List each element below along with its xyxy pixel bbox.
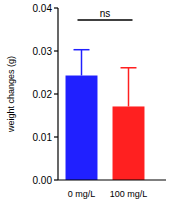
bar: [113, 106, 145, 180]
y-tick: [54, 7, 58, 8]
y-tick: [54, 179, 58, 180]
y-axis-label: weight changes (g): [6, 56, 16, 133]
y-tick-label: 0.03: [33, 46, 53, 57]
error-line: [128, 68, 130, 107]
x-axis: [58, 179, 166, 180]
error-cap: [74, 49, 90, 51]
y-tick: [54, 93, 58, 94]
annotation-line: [78, 19, 133, 21]
error-line: [81, 50, 83, 76]
y-tick-label: 0.02: [33, 89, 53, 100]
error-bar: [121, 68, 137, 107]
chart: 0 mg/L 100 mg/L 0.00 0.01 0.02 0.03 0.04 weight…: [0, 0, 180, 209]
chart-root: 0 mg/L 100 mg/L 0.00 0.01 0.02 0.03 0.04 weight…: [0, 0, 180, 209]
bar: [66, 76, 98, 180]
marks: [66, 50, 145, 180]
y-tick: [54, 136, 58, 137]
error-cap: [121, 67, 137, 69]
y-tick-label: 0.04: [33, 3, 53, 14]
y-tick: [54, 50, 58, 51]
annotation: ns: [100, 8, 111, 19]
error-bar: [74, 50, 90, 76]
x-tick-label: 100 mg/L: [110, 189, 148, 199]
x-tick-label: 0 mg/L: [68, 189, 96, 199]
y-tick-label: 0.01: [33, 132, 53, 143]
y-tick-label: 0.00: [33, 175, 53, 186]
